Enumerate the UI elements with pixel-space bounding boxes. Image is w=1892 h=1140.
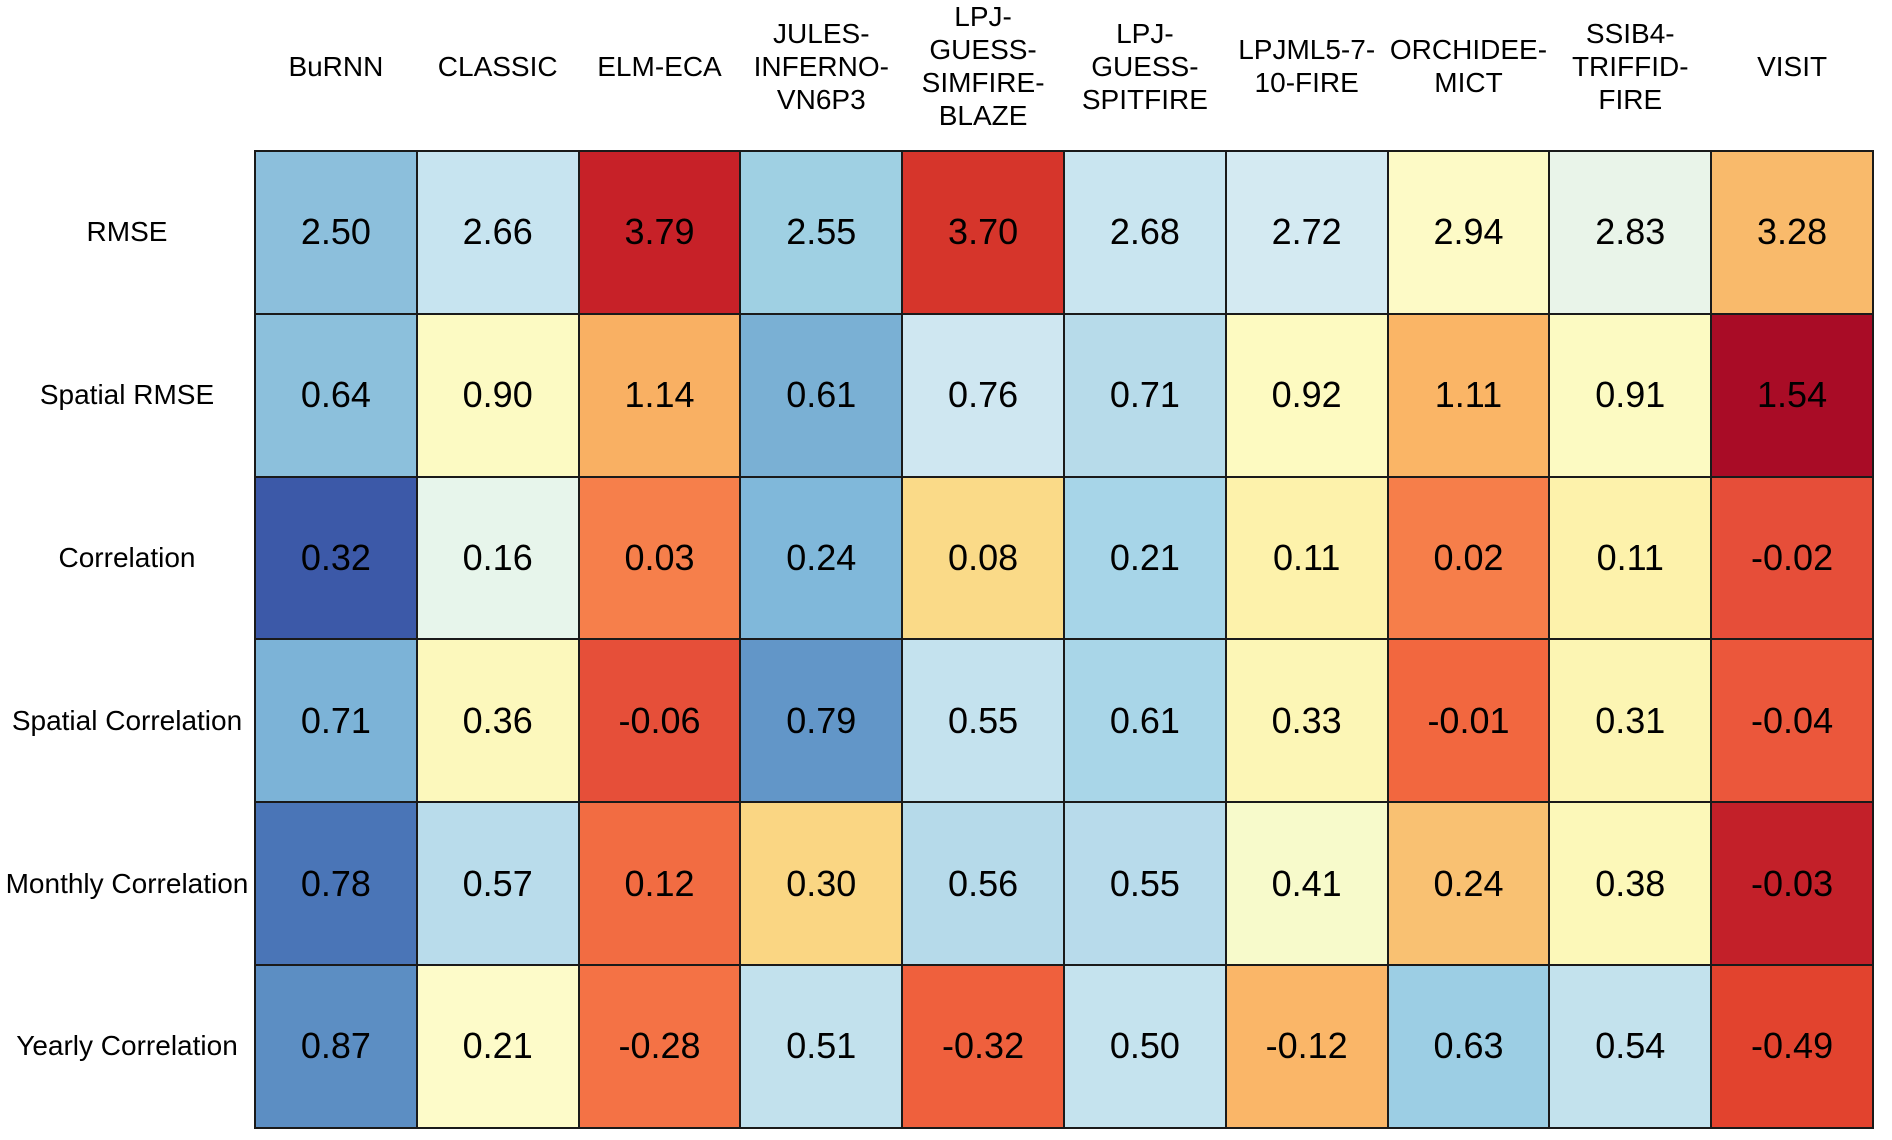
row-label-spatial-rmse: Spatial RMSE [39, 379, 215, 411]
heatmap-cell: 0.16 [415, 475, 580, 641]
row-label-correlation: Correlation [58, 541, 196, 573]
row-label-rmse: RMSE [86, 216, 168, 248]
heatmap-cell: 3.70 [901, 150, 1065, 315]
column-header-lpj-guess-spitfire: LPJ- GUESS- SPITFIRE [1081, 17, 1208, 115]
heatmap-cell: 0.24 [739, 475, 904, 641]
heatmap-cell: 0.71 [254, 638, 418, 804]
heatmap-cell: 0.36 [415, 638, 580, 804]
heatmap-cell: 0.55 [1062, 801, 1227, 966]
heatmap-cell: 0.02 [1386, 475, 1551, 641]
table-row-spatial-correlation: Spatial Correlation 0.71 0.36 -0.06 0.79 0.55… [0, 638, 1874, 804]
heatmap-cell: 2.50 [254, 150, 418, 315]
heatmap-cell: -0.49 [1710, 963, 1874, 1129]
heatmap-cell: 2.55 [739, 150, 904, 315]
heatmap-cell: 0.50 [1062, 963, 1227, 1129]
heatmap-cell: -0.01 [1386, 638, 1551, 804]
heatmap-cell: 3.79 [577, 150, 742, 315]
heatmap-cell: -0.02 [1710, 475, 1874, 641]
table-row-spatial-rmse: Spatial RMSE 0.64 0.90 1.14 0.61 0.76 0.71 0.92… [0, 312, 1874, 478]
table-row-rmse: RMSE 2.50 2.66 3.79 2.55 3.70 2.68 2.72 2.94 2.83… [0, 150, 1874, 315]
column-header-row: BuRNN CLASSIC ELM-ECA JULES- INFERNO- VN6P3… [0, 0, 1873, 151]
row-label-spatial-correlation: Spatial Correlation [11, 704, 243, 736]
column-header-burnn: BuRNN [288, 50, 384, 82]
heatmap-cell: 0.11 [1548, 475, 1713, 641]
heatmap-cell: 0.61 [1062, 638, 1227, 804]
heatmap-cell: -0.28 [577, 963, 742, 1129]
heatmap-cell: -0.32 [901, 963, 1065, 1129]
heatmap-cell: 0.92 [1224, 312, 1389, 478]
heatmap-cell: 0.38 [1548, 801, 1713, 966]
column-header-jules-inferno-vn6p3: JULES- INFERNO- VN6P3 [753, 17, 889, 115]
heatmap-header: BuRNN CLASSIC ELM-ECA JULES- INFERNO- VN6P3… [0, 0, 1873, 151]
heatmap-cell: 0.71 [1062, 312, 1227, 478]
heatmap-cell: 0.12 [577, 801, 742, 966]
heatmap-cell: 2.68 [1062, 150, 1227, 315]
column-header-visit: VISIT [1757, 50, 1828, 82]
column-header-lpjml5-7-10-fire: LPJML5-7- 10-FIRE [1238, 34, 1376, 98]
heatmap-cell: 0.33 [1224, 638, 1389, 804]
heatmap-cell: 0.63 [1386, 963, 1551, 1129]
heatmap-cell: 0.64 [254, 312, 418, 478]
heatmap-cell: 0.54 [1548, 963, 1713, 1129]
heatmap-cell: 0.24 [1386, 801, 1551, 966]
heatmap-cell: 1.54 [1710, 312, 1874, 478]
row-label-yearly-correlation: Yearly Correlation [16, 1030, 238, 1062]
heatmap-cell: 0.79 [739, 638, 904, 804]
column-header-lpj-guess-simfire-blaze: LPJ- GUESS- SIMFIRE- BLAZE [921, 1, 1045, 131]
heatmap-body: RMSE 2.50 2.66 3.79 2.55 3.70 2.68 2.72 2.94 2.83… [0, 150, 1874, 1129]
column-header-classic: CLASSIC [437, 50, 558, 82]
heatmap-cell: 0.51 [739, 963, 904, 1129]
heatmap-cell: -0.04 [1710, 638, 1874, 804]
heatmap-cell: 0.11 [1224, 475, 1389, 641]
heatmap-cell: -0.06 [577, 638, 742, 804]
heatmap-cell: 0.31 [1548, 638, 1713, 804]
heatmap-cell: 0.56 [901, 801, 1065, 966]
heatmap-cell: 0.08 [901, 475, 1065, 641]
table-row-correlation: Correlation 0.32 0.16 0.03 0.24 0.08 0.21 0.11 0… [0, 475, 1874, 641]
column-header-elm-eca: ELM-ECA [597, 50, 722, 82]
heatmap-cell: 0.90 [415, 312, 580, 478]
heatmap-cell: 0.30 [739, 801, 904, 966]
heatmap-cell: 0.21 [415, 963, 580, 1129]
heatmap-cell: 0.91 [1548, 312, 1713, 478]
heatmap-cell: 0.03 [577, 475, 742, 641]
heatmap-cell: 0.21 [1062, 475, 1227, 641]
heatmap-cell: 0.87 [254, 963, 418, 1129]
heatmap-cell: 1.14 [577, 312, 742, 478]
row-label-monthly-correlation: Monthly Correlation [5, 867, 249, 899]
heatmap-cell: 0.41 [1224, 801, 1389, 966]
heatmap-cell: -0.12 [1224, 963, 1389, 1129]
heatmap-cell: 0.32 [254, 475, 418, 641]
heatmap-cell: -0.03 [1710, 801, 1874, 966]
heatmap-cell: 2.66 [415, 150, 580, 315]
table-row-monthly-correlation: Monthly Correlation 0.78 0.57 0.12 0.30 0.56 0… [0, 801, 1874, 966]
heatmap-cell: 2.83 [1548, 150, 1713, 315]
heatmap-cell: 3.28 [1710, 150, 1874, 315]
heatmap-cell: 2.72 [1224, 150, 1389, 315]
table-row-yearly-correlation: Yearly Correlation 0.87 0.21 -0.28 0.51 -0.32… [0, 963, 1874, 1129]
heatmap-cell: 0.57 [415, 801, 580, 966]
corner-spacer [0, 0, 255, 151]
heatmap-cell: 1.11 [1386, 312, 1551, 478]
heatmap-cell: 0.55 [901, 638, 1065, 804]
heatmap-cell: 0.61 [739, 312, 904, 478]
column-header-ssib4-triffid-fire: SSIB4- TRIFFID- FIRE [1571, 17, 1689, 115]
heatmap-cell: 0.78 [254, 801, 418, 966]
heatmap-cell: 2.94 [1386, 150, 1551, 315]
heatmap-cell: 0.76 [901, 312, 1065, 478]
column-header-orchidee-mict: ORCHIDEE- MICT [1389, 34, 1548, 98]
